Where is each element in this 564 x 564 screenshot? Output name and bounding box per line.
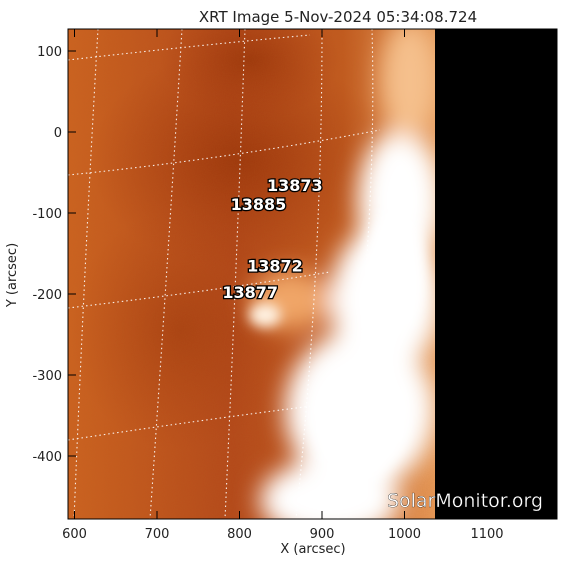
x-tick-label: 1000 xyxy=(388,527,421,542)
y-tick-label: -300 xyxy=(32,369,62,384)
plot-frame xyxy=(67,28,558,520)
watermark: SolarMonitor.org xyxy=(387,490,543,512)
bright-core xyxy=(315,360,405,480)
x-tick-label: 700 xyxy=(145,527,170,542)
y-axis-label: Y (arcsec) xyxy=(5,243,20,308)
x-tick-label: 900 xyxy=(310,527,335,542)
off-disk-area xyxy=(435,29,557,519)
active-region-label: 13873 xyxy=(267,176,323,195)
y-axis-ticks: 100 0 -100 -200 -300 -400 xyxy=(32,45,557,465)
x-axis-label: X (arcsec) xyxy=(280,542,345,557)
y-tick-label: -100 xyxy=(32,207,62,222)
x-tick-label: 600 xyxy=(62,527,87,542)
active-region-label: 13885 xyxy=(231,195,287,214)
plot-title: XRT Image 5-Nov-2024 05:34:08.724 xyxy=(199,8,477,26)
x-axis-ticks: 600 700 800 900 1000 1100 xyxy=(62,29,504,542)
coordinate-grid xyxy=(68,29,381,519)
bright-core xyxy=(365,210,425,330)
y-tick-label: -200 xyxy=(32,288,62,303)
active-region-label: 13872 xyxy=(247,256,303,275)
y-tick-label: 100 xyxy=(37,45,62,60)
x-tick-label: 800 xyxy=(227,527,252,542)
y-tick-label: -400 xyxy=(32,450,62,465)
x-tick-label: 1100 xyxy=(470,527,503,542)
bright-core xyxy=(249,303,281,327)
active-region-label: 13877 xyxy=(222,283,278,302)
y-tick-label: 0 xyxy=(54,126,62,141)
